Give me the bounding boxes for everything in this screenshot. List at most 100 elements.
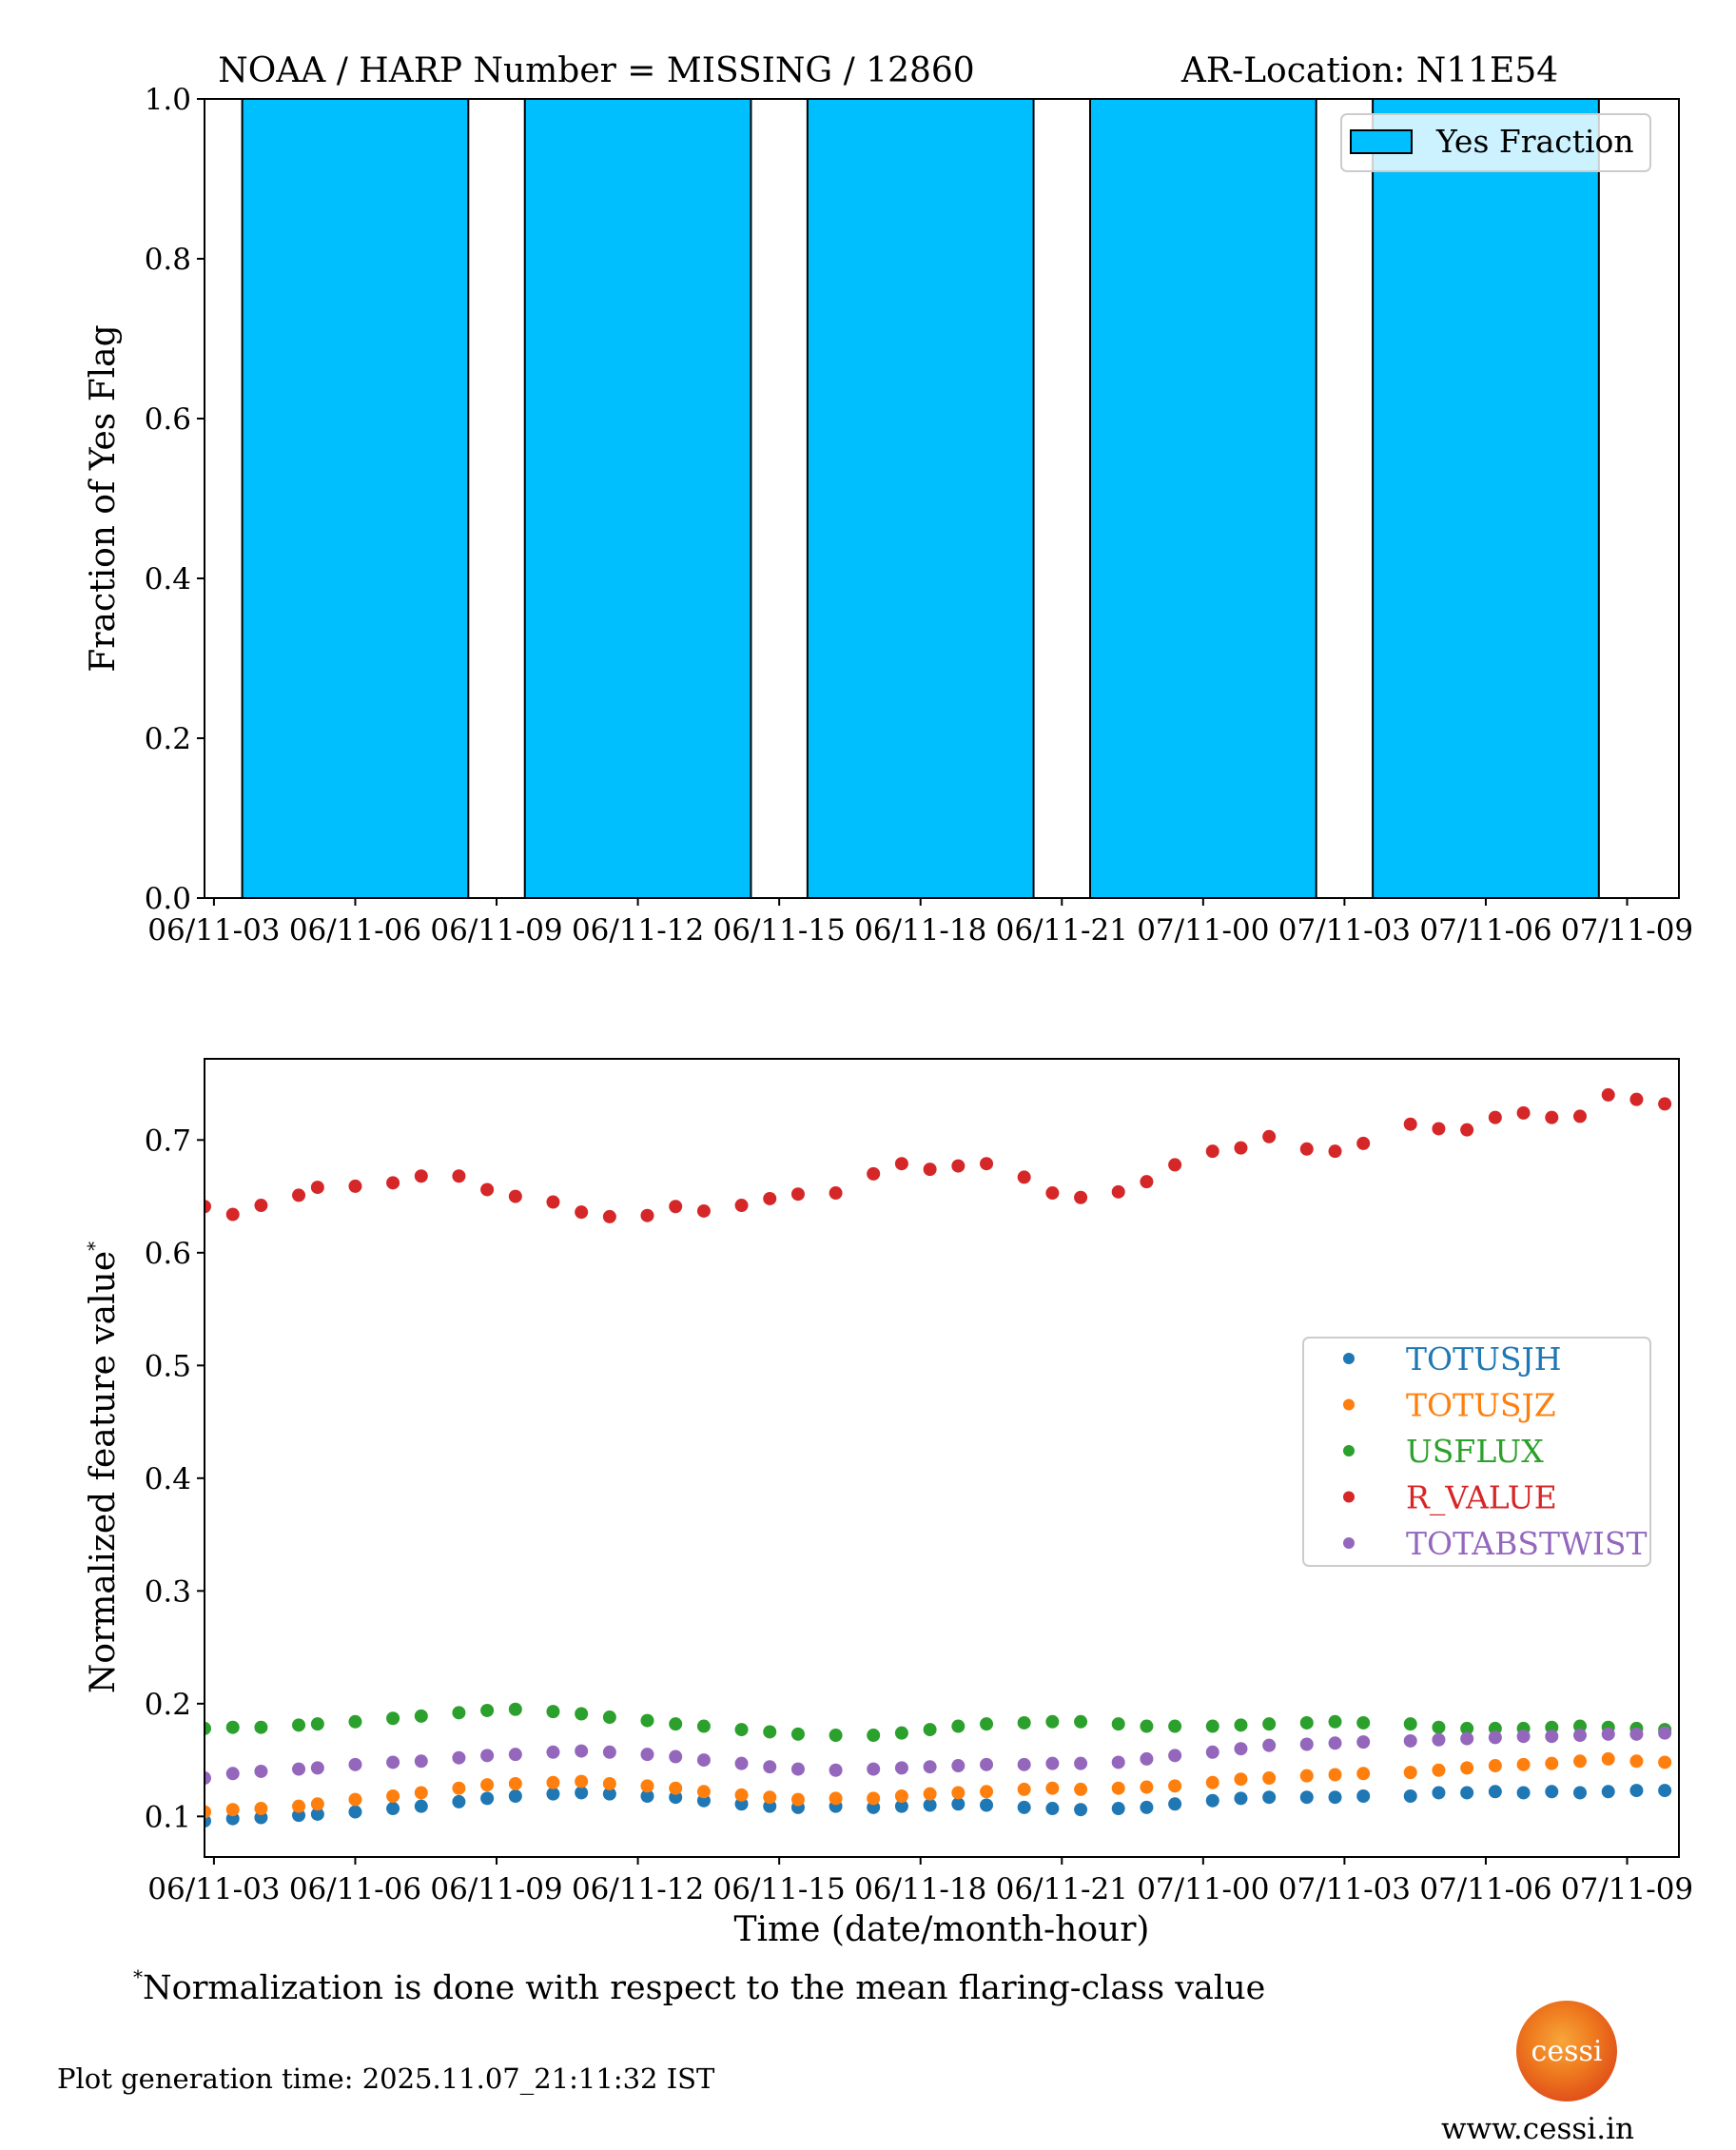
data-point-totusjz — [763, 1790, 777, 1805]
data-point-totabstwist — [1140, 1751, 1154, 1766]
data-point-totusjh — [1488, 1785, 1502, 1799]
data-point-totabstwist — [1516, 1730, 1531, 1744]
data-point-usflux — [1432, 1720, 1446, 1734]
data-point-totusjh — [1168, 1797, 1182, 1811]
x-tick-label: 07/11-00 — [1137, 913, 1269, 948]
x-tick-label: 06/11-03 — [147, 1872, 280, 1906]
data-point-totabstwist — [980, 1757, 994, 1771]
data-point-totabstwist — [1629, 1727, 1644, 1741]
data-point-r_value — [292, 1188, 306, 1202]
data-point-usflux — [1168, 1719, 1182, 1733]
data-point-totusjz — [1432, 1763, 1446, 1777]
bar — [241, 98, 470, 899]
data-point-r_value — [1328, 1144, 1342, 1159]
data-point-r_value — [386, 1176, 400, 1190]
legend-marker-r_value — [1343, 1491, 1355, 1503]
data-point-usflux — [292, 1718, 306, 1732]
bar — [1088, 98, 1317, 899]
data-point-totusjz — [254, 1802, 268, 1816]
data-point-totusjh — [1403, 1789, 1417, 1804]
data-point-totusjz — [1601, 1751, 1615, 1766]
legend-label-usflux: USFLUX — [1406, 1433, 1544, 1470]
data-point-usflux — [867, 1729, 881, 1743]
data-point-totusjz — [696, 1785, 711, 1799]
data-points — [205, 1087, 1672, 1828]
series-r_value — [205, 1087, 1672, 1223]
data-point-totabstwist — [894, 1761, 908, 1775]
data-point-totusjh — [923, 1798, 937, 1812]
x-tick-label: 07/11-03 — [1278, 913, 1411, 948]
x-tick-label: 06/11-06 — [289, 1872, 421, 1906]
data-point-usflux — [1017, 1715, 1031, 1730]
data-point-totabstwist — [1299, 1737, 1314, 1751]
data-point-usflux — [225, 1720, 240, 1734]
data-point-totusjz — [923, 1787, 937, 1801]
data-point-usflux — [1299, 1715, 1314, 1730]
data-point-totabstwist — [923, 1760, 937, 1774]
data-point-totusjz — [1017, 1782, 1031, 1796]
data-point-totabstwist — [669, 1749, 683, 1764]
y-axis-label-text: Normalized feature value — [84, 1251, 123, 1693]
data-point-r_value — [829, 1186, 843, 1201]
data-point-usflux — [386, 1711, 400, 1726]
data-point-usflux — [1205, 1719, 1219, 1733]
data-point-totusjh — [951, 1797, 966, 1811]
data-point-totabstwist — [1658, 1726, 1672, 1740]
data-point-usflux — [480, 1703, 495, 1717]
data-point-r_value — [1488, 1110, 1502, 1124]
data-point-r_value — [980, 1157, 994, 1171]
data-point-totusjz — [205, 1805, 211, 1819]
data-point-totusjz — [790, 1792, 805, 1807]
data-point-usflux — [1262, 1717, 1277, 1731]
data-point-usflux — [790, 1727, 805, 1741]
data-point-r_value — [640, 1208, 654, 1222]
data-point-usflux — [923, 1723, 937, 1737]
x-tick-label: 06/11-15 — [713, 913, 846, 948]
data-point-totusjz — [867, 1791, 881, 1806]
data-point-totabstwist — [508, 1748, 522, 1762]
data-point-totabstwist — [1328, 1736, 1342, 1750]
note-text: Normalization is done with respect to th… — [143, 1969, 1266, 2007]
data-point-usflux — [452, 1706, 466, 1720]
data-point-usflux — [1074, 1714, 1088, 1729]
y-tick-label: 0.0 — [145, 882, 191, 916]
data-point-usflux — [951, 1719, 966, 1733]
data-point-totabstwist — [696, 1753, 711, 1768]
data-point-totabstwist — [348, 1757, 362, 1771]
data-point-totabstwist — [1111, 1755, 1125, 1769]
data-point-totusjh — [1573, 1786, 1588, 1800]
data-point-usflux — [829, 1729, 843, 1743]
y-tick-label: 0.2 — [145, 722, 191, 756]
data-point-r_value — [310, 1181, 324, 1195]
data-point-usflux — [1234, 1718, 1248, 1732]
data-point-totusjh — [1516, 1786, 1531, 1800]
data-point-r_value — [1356, 1136, 1371, 1150]
data-point-totusjz — [1262, 1771, 1277, 1786]
data-point-totusjz — [669, 1781, 683, 1795]
data-point-totusjz — [1205, 1775, 1219, 1789]
data-point-totusjh — [602, 1787, 616, 1801]
data-point-totabstwist — [546, 1745, 560, 1759]
data-point-totusjz — [452, 1781, 466, 1795]
data-point-r_value — [790, 1187, 805, 1202]
data-point-totabstwist — [1601, 1727, 1615, 1741]
data-point-usflux — [414, 1709, 428, 1723]
data-point-r_value — [923, 1163, 937, 1177]
data-point-totusjz — [575, 1774, 589, 1788]
data-point-usflux — [1111, 1717, 1125, 1731]
data-point-totusjz — [640, 1779, 654, 1793]
data-point-totusjh — [894, 1799, 908, 1813]
y-axis-label: Normalized feature value* — [83, 1241, 123, 1693]
data-point-totusjh — [310, 1807, 324, 1821]
data-point-r_value — [1658, 1097, 1672, 1111]
y-tick-label: 0.7 — [145, 1124, 191, 1158]
data-point-totabstwist — [292, 1762, 306, 1776]
data-point-totusjz — [602, 1776, 616, 1790]
data-point-totabstwist — [254, 1764, 268, 1778]
data-point-r_value — [894, 1157, 908, 1171]
data-point-totusjh — [1658, 1784, 1672, 1798]
plot-generation-time: Plot generation time: 2025.11.07_21:11:3… — [57, 2062, 715, 2095]
data-point-r_value — [1262, 1129, 1277, 1143]
data-point-r_value — [225, 1207, 240, 1222]
